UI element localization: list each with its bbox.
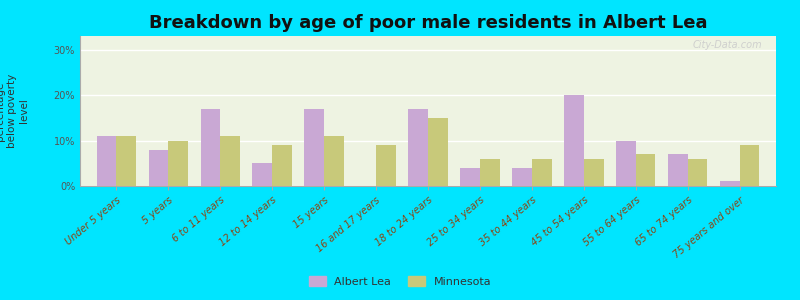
Text: City-Data.com: City-Data.com — [693, 40, 762, 50]
Bar — [740, 145, 759, 186]
Bar — [324, 136, 344, 186]
Bar — [532, 159, 552, 186]
Bar — [408, 109, 428, 186]
Bar — [564, 95, 584, 186]
Bar — [460, 168, 480, 186]
Bar — [616, 140, 636, 186]
Bar — [428, 118, 448, 186]
Bar — [636, 154, 655, 186]
Bar — [116, 136, 136, 186]
Bar — [480, 159, 500, 186]
Bar — [272, 145, 292, 186]
Bar — [253, 163, 272, 186]
Bar — [97, 136, 116, 186]
Bar — [512, 168, 532, 186]
Bar — [720, 182, 740, 186]
Bar — [220, 136, 240, 186]
Bar — [688, 159, 707, 186]
Legend: Albert Lea, Minnesota: Albert Lea, Minnesota — [305, 272, 495, 291]
Title: Breakdown by age of poor male residents in Albert Lea: Breakdown by age of poor male residents … — [149, 14, 707, 32]
Text: percentage
below poverty
level: percentage below poverty level — [0, 74, 29, 148]
Bar — [168, 140, 188, 186]
Bar — [668, 154, 688, 186]
Bar — [376, 145, 396, 186]
Bar — [304, 109, 324, 186]
Bar — [149, 150, 168, 186]
Bar — [584, 159, 603, 186]
Bar — [201, 109, 220, 186]
